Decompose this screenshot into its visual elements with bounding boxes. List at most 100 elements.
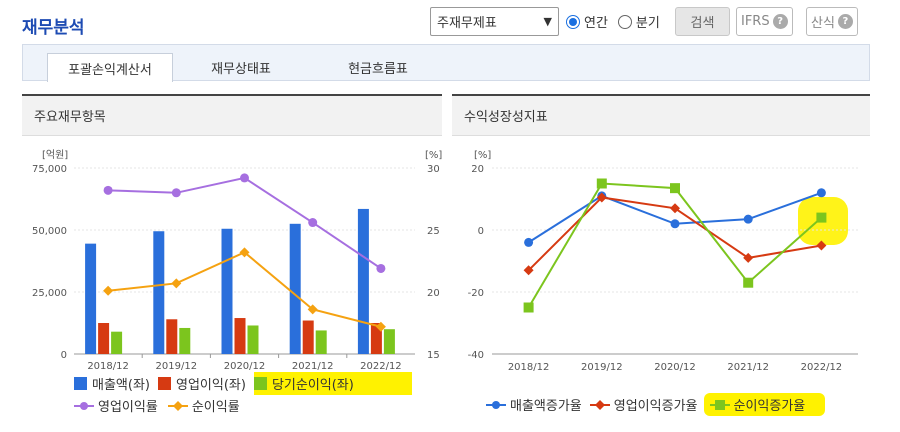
legend-marker-net-margin [167, 400, 188, 411]
key-financials-panel: 주요재무항목 [22, 94, 442, 432]
legend-net-growth[interactable]: 순이익증가율 [733, 399, 806, 414]
panel-title: 주요재무항목 [22, 96, 442, 136]
left-legend-row2: 영업이익률 순이익률 [74, 396, 240, 415]
data-point [375, 321, 386, 332]
highlight-mark: 순이익증가율 [703, 393, 826, 416]
y-tick-label: -40 [468, 350, 484, 361]
radio-quarter[interactable] [617, 14, 632, 29]
tab-income-statement[interactable]: 포괄손익계산서 [47, 53, 173, 82]
bar [289, 223, 301, 354]
profitability-growth-panel: 수익성장성지표 [452, 94, 870, 432]
bar [383, 329, 395, 354]
chevron-down-icon: ▼ [543, 15, 552, 28]
y-tick-label: 0 [61, 350, 67, 361]
legend-net-income[interactable]: 당기순이익(좌) [271, 378, 354, 393]
data-point [307, 304, 318, 315]
bar [179, 327, 191, 354]
data-point [743, 252, 754, 263]
legend-sales[interactable]: 매출액(좌) [92, 378, 150, 393]
tab-cash-flow[interactable]: 현금흐름표 [348, 62, 408, 77]
x-tick-label: 2018/12 [508, 362, 550, 373]
bar [85, 243, 97, 354]
page-title: 재무분석 [22, 18, 85, 38]
data-point [596, 192, 607, 203]
y-tick-label: 50,000 [32, 226, 67, 237]
tab-balance-sheet[interactable]: 재무상태표 [211, 62, 271, 77]
radio-annual-label[interactable]: 연간 [584, 16, 608, 31]
legend-sales-growth[interactable]: 매출액증가율 [510, 399, 582, 414]
bar [357, 208, 369, 354]
data-point [596, 178, 607, 189]
x-tick-label: 2021/12 [727, 362, 769, 373]
ifrs-button[interactable]: IFRS ? [736, 7, 793, 36]
radio-annual[interactable] [566, 14, 580, 29]
data-point [816, 188, 826, 198]
legend-marker-sales-growth [486, 400, 506, 409]
data-point [670, 219, 680, 229]
bar [111, 331, 123, 354]
y-tick-label: 75,000 [32, 164, 67, 175]
statement-tabs: 포괄손익계산서 재무상태표 현금흐름표 [22, 44, 870, 82]
data-point [743, 277, 754, 288]
x-tick-label: 2019/12 [156, 361, 198, 372]
data-point [524, 237, 534, 247]
statement-type-select[interactable]: 주재무제표 ▼ [430, 7, 559, 36]
y2-tick-label: 15 [427, 350, 440, 361]
y-tick-label: -20 [468, 288, 484, 299]
data-point [240, 173, 249, 183]
data-point [171, 188, 181, 198]
legend-swatch-sales [74, 377, 87, 390]
legend-swatch-net-income [253, 377, 267, 390]
search-button[interactable]: 검색 [675, 7, 730, 36]
y2-tick-label: 20 [427, 288, 440, 299]
period-radio-group: 연간 분기 [566, 7, 666, 36]
data-point [523, 302, 534, 313]
bar [153, 231, 165, 354]
growth-axis-unit: [%] [474, 150, 491, 161]
legend-op-profit[interactable]: 영업이익(좌) [175, 378, 246, 393]
help-icon: ? [772, 14, 788, 29]
left-axis-unit: [억원] [42, 149, 68, 161]
x-tick-label: 2022/12 [360, 361, 402, 372]
data-point [376, 263, 386, 273]
bar [370, 323, 382, 354]
statement-type-value: 주재무제표 [437, 16, 497, 31]
series-line [527, 182, 823, 309]
y-tick-label: 20 [471, 164, 484, 175]
bar [98, 323, 110, 354]
bar [315, 330, 327, 354]
data-point [239, 247, 250, 258]
data-point [816, 212, 827, 223]
legend-net-margin[interactable]: 순이익률 [191, 400, 240, 415]
bar [234, 318, 246, 354]
data-point [308, 218, 318, 228]
legend-swatch-op-profit [157, 377, 171, 390]
help-icon: ? [837, 14, 853, 29]
data-point [523, 265, 534, 276]
left-legend-row1: 매출액(좌) 영업이익(좌) 당기순이익(좌) [74, 372, 412, 395]
bar [302, 320, 314, 354]
right-axis-unit: [%] [425, 150, 442, 161]
right-legend: 매출액증가율 영업이익증가율 순이익증가율 [486, 393, 826, 416]
formula-button[interactable]: 산식 ? [806, 7, 858, 36]
x-tick-label: 2018/12 [87, 361, 129, 372]
bar [247, 325, 259, 354]
panel-title: 수익성장성지표 [452, 96, 870, 136]
legend-marker-op-margin [74, 401, 94, 410]
legend-op-margin[interactable]: 영업이익률 [98, 400, 158, 415]
legend-marker-net-growth [709, 399, 730, 410]
data-point [816, 240, 827, 251]
x-tick-label: 2020/12 [224, 361, 266, 372]
data-point [103, 285, 114, 296]
y-tick-label: 25,000 [32, 288, 67, 299]
formula-label: 산식 [811, 16, 835, 31]
radio-quarter-label[interactable]: 분기 [635, 16, 660, 31]
data-point [670, 183, 680, 194]
x-tick-label: 2022/12 [801, 362, 843, 373]
data-point [743, 214, 753, 224]
data-point [670, 203, 680, 214]
legend-op-growth[interactable]: 영업이익증가율 [613, 399, 698, 414]
data-point [171, 278, 182, 289]
